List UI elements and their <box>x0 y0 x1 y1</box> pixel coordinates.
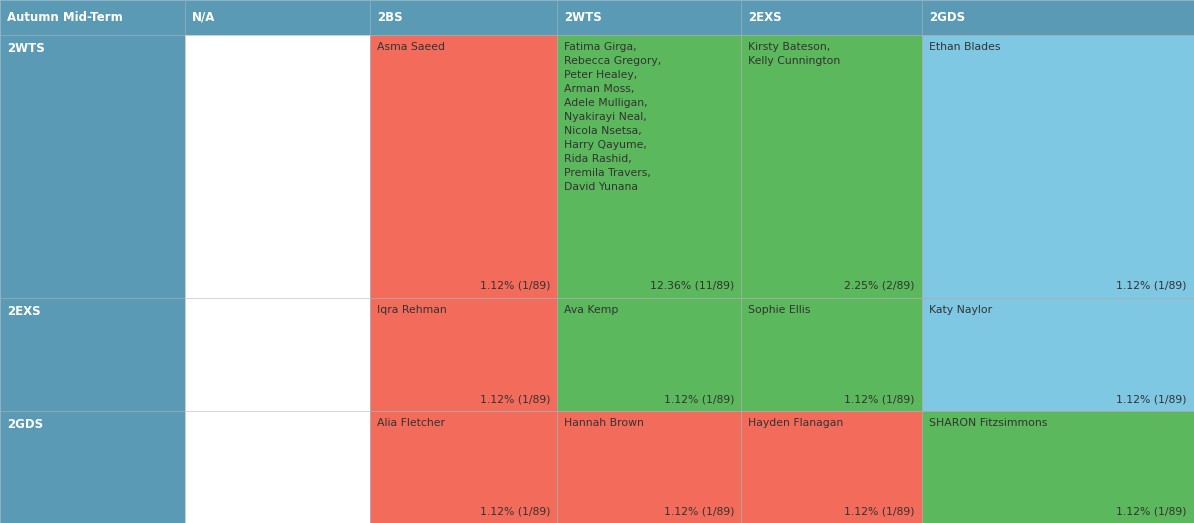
Text: 2WTS: 2WTS <box>564 11 602 24</box>
Text: Ethan Blades: Ethan Blades <box>929 42 1001 52</box>
Bar <box>741 0 922 35</box>
Text: 1.12% (1/89): 1.12% (1/89) <box>844 394 915 404</box>
Bar <box>370 0 556 35</box>
Text: Iqra Rehman: Iqra Rehman <box>377 305 447 315</box>
Text: Fatima Girga,
Rebecca Gregory,
Peter Healey,
Arman Moss,
Adele Mulligan,
Nyakira: Fatima Girga, Rebecca Gregory, Peter Hea… <box>564 42 661 192</box>
Bar <box>0 35 185 298</box>
Bar <box>556 0 741 35</box>
Bar <box>922 0 1194 35</box>
Bar <box>370 298 556 411</box>
Bar <box>922 411 1194 523</box>
Bar <box>185 411 370 523</box>
Bar <box>0 0 185 35</box>
Bar <box>922 298 1194 411</box>
Text: 12.36% (11/89): 12.36% (11/89) <box>650 281 734 291</box>
Bar <box>556 35 741 298</box>
Bar <box>741 298 922 411</box>
Text: Sophie Ellis: Sophie Ellis <box>747 305 811 315</box>
Text: Hayden Flanagan: Hayden Flanagan <box>747 418 843 428</box>
Bar <box>370 35 556 298</box>
Text: Ava Kemp: Ava Kemp <box>564 305 618 315</box>
Text: 1.12% (1/89): 1.12% (1/89) <box>1116 281 1187 291</box>
Text: Autumn Mid-Term: Autumn Mid-Term <box>7 11 123 24</box>
Text: 1.12% (1/89): 1.12% (1/89) <box>1116 506 1187 516</box>
Bar <box>0 298 185 411</box>
Text: SHARON Fitzsimmons: SHARON Fitzsimmons <box>929 418 1047 428</box>
Text: 2EXS: 2EXS <box>7 305 41 318</box>
Text: Asma Saeed: Asma Saeed <box>377 42 445 52</box>
Text: 1.12% (1/89): 1.12% (1/89) <box>1116 394 1187 404</box>
Text: 1.12% (1/89): 1.12% (1/89) <box>480 394 550 404</box>
Bar <box>0 411 185 523</box>
Bar <box>370 411 556 523</box>
Text: 2EXS: 2EXS <box>747 11 782 24</box>
Text: 2.25% (2/89): 2.25% (2/89) <box>844 281 915 291</box>
Text: 1.12% (1/89): 1.12% (1/89) <box>664 394 734 404</box>
Text: 1.12% (1/89): 1.12% (1/89) <box>480 281 550 291</box>
Text: 2GDS: 2GDS <box>7 418 43 431</box>
Bar <box>556 298 741 411</box>
Text: 1.12% (1/89): 1.12% (1/89) <box>844 506 915 516</box>
Text: Katy Naylor: Katy Naylor <box>929 305 992 315</box>
Text: Hannah Brown: Hannah Brown <box>564 418 644 428</box>
Bar <box>741 411 922 523</box>
Text: 1.12% (1/89): 1.12% (1/89) <box>480 506 550 516</box>
Text: N/A: N/A <box>192 11 215 24</box>
Bar <box>185 0 370 35</box>
Bar <box>556 411 741 523</box>
Text: Kirsty Bateson,
Kelly Cunnington: Kirsty Bateson, Kelly Cunnington <box>747 42 841 66</box>
Bar <box>922 35 1194 298</box>
Text: 2GDS: 2GDS <box>929 11 965 24</box>
Text: Alia Fletcher: Alia Fletcher <box>377 418 445 428</box>
Text: 2BS: 2BS <box>377 11 402 24</box>
Text: 1.12% (1/89): 1.12% (1/89) <box>664 506 734 516</box>
Bar <box>185 35 370 298</box>
Bar <box>185 298 370 411</box>
Text: 2WTS: 2WTS <box>7 42 44 55</box>
Bar <box>741 35 922 298</box>
